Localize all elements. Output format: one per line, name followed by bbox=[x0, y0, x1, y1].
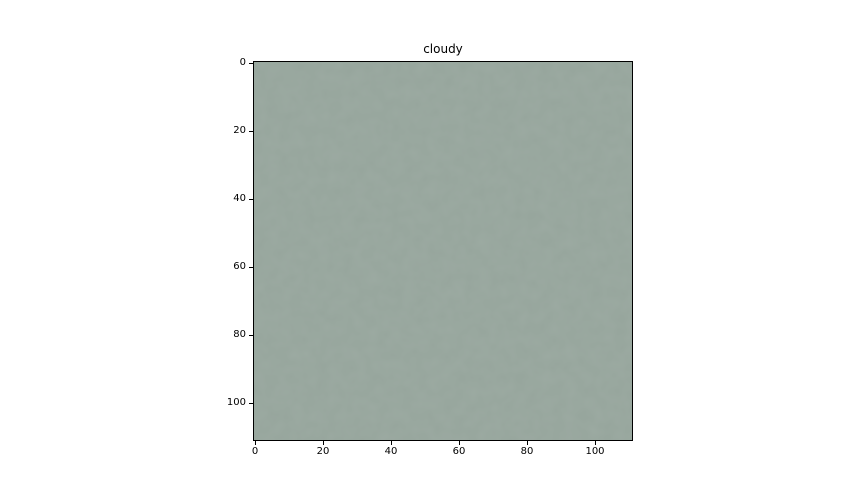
image-texture bbox=[254, 62, 632, 440]
x-tick-label: 40 bbox=[384, 446, 398, 457]
y-tick-mark bbox=[249, 267, 253, 268]
cloudy-satellite-image bbox=[253, 61, 633, 441]
y-tick-mark bbox=[249, 335, 253, 336]
y-tick-label: 20 bbox=[233, 125, 246, 136]
y-tick-label: 60 bbox=[233, 261, 246, 272]
x-tick-label: 20 bbox=[316, 446, 330, 457]
x-tick-mark bbox=[527, 441, 528, 445]
y-tick-label: 40 bbox=[233, 193, 246, 204]
y-tick-label: 100 bbox=[226, 397, 246, 408]
x-tick-label: 60 bbox=[452, 446, 466, 457]
x-tick-mark bbox=[459, 441, 460, 445]
y-tick-label: 80 bbox=[233, 329, 246, 340]
x-tick-label: 0 bbox=[251, 446, 259, 457]
image-title: cloudy bbox=[423, 42, 463, 56]
x-tick-label: 100 bbox=[585, 446, 605, 457]
y-tick-mark bbox=[249, 199, 253, 200]
x-tick-mark bbox=[323, 441, 324, 445]
y-tick-mark bbox=[249, 403, 253, 404]
x-tick-label: 80 bbox=[520, 446, 534, 457]
y-tick-mark bbox=[249, 131, 253, 132]
x-tick-mark bbox=[595, 441, 596, 445]
x-tick-mark bbox=[391, 441, 392, 445]
x-tick-mark bbox=[255, 441, 256, 445]
y-tick-label: 0 bbox=[239, 57, 246, 68]
y-tick-mark bbox=[249, 63, 253, 64]
